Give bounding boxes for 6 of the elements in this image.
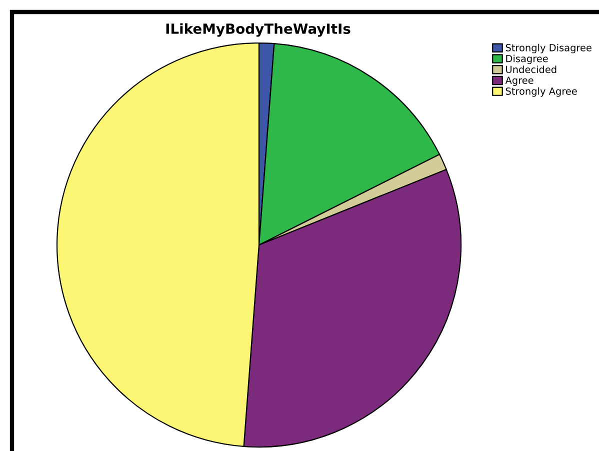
legend-label: Agree (505, 76, 534, 86)
legend-label: Strongly Agree (506, 87, 577, 97)
chart-title: ILikeMyBodyTheWayItIs (166, 23, 350, 37)
legend-label: Undecided (506, 66, 556, 74)
legend-label: Disagree (506, 54, 548, 64)
legend-label: Strongly Disagree (506, 44, 592, 54)
